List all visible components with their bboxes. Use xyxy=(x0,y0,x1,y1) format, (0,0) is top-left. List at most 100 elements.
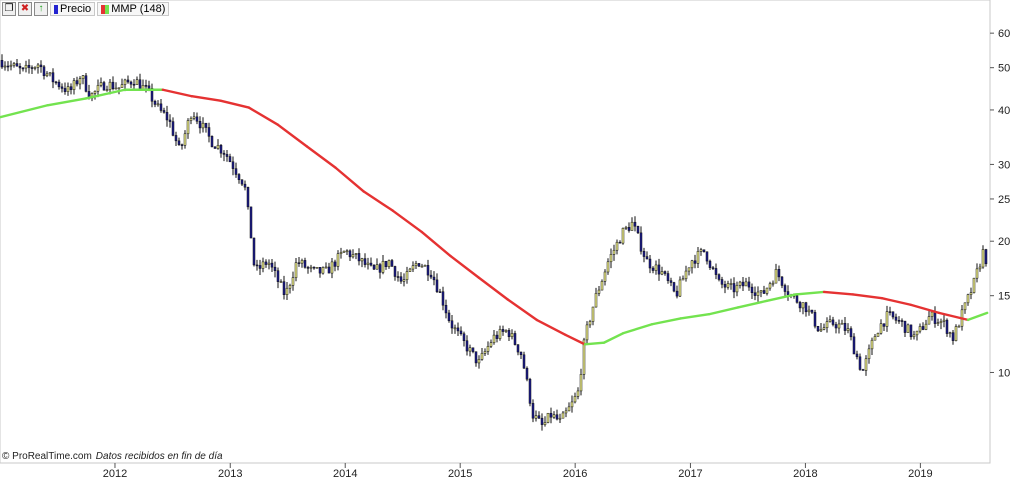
candle-body xyxy=(21,67,25,70)
candle-body xyxy=(531,403,535,419)
candle-body xyxy=(939,321,943,323)
candle-body xyxy=(357,253,361,262)
candle-body xyxy=(504,330,508,332)
candle-body xyxy=(735,285,739,293)
candle-body xyxy=(48,72,52,75)
candle-body xyxy=(240,179,244,185)
candle-body xyxy=(132,83,136,86)
remove-indicator-icon[interactable]: ✖ xyxy=(18,2,32,16)
ma-segment xyxy=(602,332,625,344)
candle-body xyxy=(909,324,913,338)
candle-body xyxy=(675,290,679,297)
candle-body xyxy=(849,328,853,338)
candle-body xyxy=(114,87,118,90)
candle-body xyxy=(195,116,199,122)
ma-segment xyxy=(84,88,126,100)
candle-body xyxy=(123,79,127,85)
candle-body xyxy=(483,351,487,354)
candle-body xyxy=(456,327,460,332)
ma-segment xyxy=(219,99,251,109)
candle-body xyxy=(891,311,895,318)
ma-segment xyxy=(161,88,194,98)
candle-body xyxy=(258,265,262,269)
candle-body xyxy=(750,286,754,294)
candle-body xyxy=(783,285,787,292)
candle-body xyxy=(411,265,415,270)
candle-body xyxy=(138,79,142,90)
candle-body xyxy=(390,260,394,267)
candle-body xyxy=(741,281,745,287)
candle-body xyxy=(153,101,157,105)
candle-body xyxy=(225,154,229,157)
candle-body xyxy=(237,174,241,181)
legend-moving-average[interactable]: MMP (148) xyxy=(97,2,170,16)
candle-body xyxy=(546,412,550,423)
legend-price[interactable]: Precio xyxy=(50,2,96,16)
candle-body xyxy=(279,281,283,283)
candle-body xyxy=(426,265,430,276)
candle-body xyxy=(555,414,559,420)
x-tick-label: 2019 xyxy=(908,468,932,480)
candle-body xyxy=(192,116,196,119)
candle-body xyxy=(759,290,763,293)
candle-body xyxy=(963,302,967,311)
candle-body xyxy=(879,323,883,334)
candle-body xyxy=(381,260,385,273)
candle-body xyxy=(984,249,988,265)
candle-body xyxy=(927,316,931,325)
candle-body xyxy=(657,264,661,275)
candle-body xyxy=(540,417,544,425)
candle-body xyxy=(363,258,367,265)
watermark: © ProRealTime.com Datos recibidos en fin … xyxy=(2,451,223,462)
ma-segment xyxy=(794,290,826,296)
candle-body xyxy=(372,264,376,270)
price-swatch xyxy=(54,4,58,14)
window-icon[interactable]: ❐ xyxy=(2,2,16,16)
candle-body xyxy=(888,311,892,313)
candle-body xyxy=(495,334,499,339)
candle-body xyxy=(876,332,880,337)
ma-swatch-green xyxy=(105,4,110,14)
candle-body xyxy=(489,342,493,347)
add-indicator-icon[interactable]: ↑ xyxy=(34,2,48,16)
candle-body xyxy=(252,237,256,266)
candle-body xyxy=(828,319,832,322)
candle-body xyxy=(522,354,526,369)
candle-body xyxy=(246,186,250,208)
candle-body xyxy=(264,261,268,265)
candle-body xyxy=(627,227,631,231)
candle-body xyxy=(402,279,406,282)
candle-body xyxy=(654,264,658,271)
candle-body xyxy=(585,324,589,341)
candle-body xyxy=(768,283,772,289)
candle-body xyxy=(438,291,442,293)
ma-segment xyxy=(362,190,394,212)
ma-segment xyxy=(334,166,366,193)
candle-body xyxy=(222,152,226,155)
candle-body xyxy=(198,121,202,129)
ma-segment xyxy=(190,95,222,102)
ma-segment xyxy=(736,299,769,309)
candle-body xyxy=(726,283,730,288)
candle-body xyxy=(552,414,556,418)
candle-body xyxy=(609,254,613,263)
candle-body xyxy=(243,183,247,188)
candle-body xyxy=(867,348,871,360)
candle-body xyxy=(855,353,859,358)
candle-body xyxy=(639,232,643,252)
candle-body xyxy=(330,261,334,274)
candle-body xyxy=(480,353,484,360)
candle-body xyxy=(936,322,940,324)
candle-body xyxy=(810,309,814,313)
candle-body xyxy=(447,312,451,322)
plot-area xyxy=(0,0,991,464)
candle-body xyxy=(180,144,184,146)
candle-body xyxy=(606,261,610,273)
ma-segment xyxy=(564,333,587,346)
candle-body xyxy=(780,276,784,286)
x-tick-label: 2012 xyxy=(103,468,127,480)
candle-body xyxy=(462,333,466,341)
candle-body xyxy=(786,291,790,296)
x-axis: 2012 2013 2014 2015 2016 2017 2018 2019 xyxy=(103,463,933,480)
candle-body xyxy=(816,325,820,332)
